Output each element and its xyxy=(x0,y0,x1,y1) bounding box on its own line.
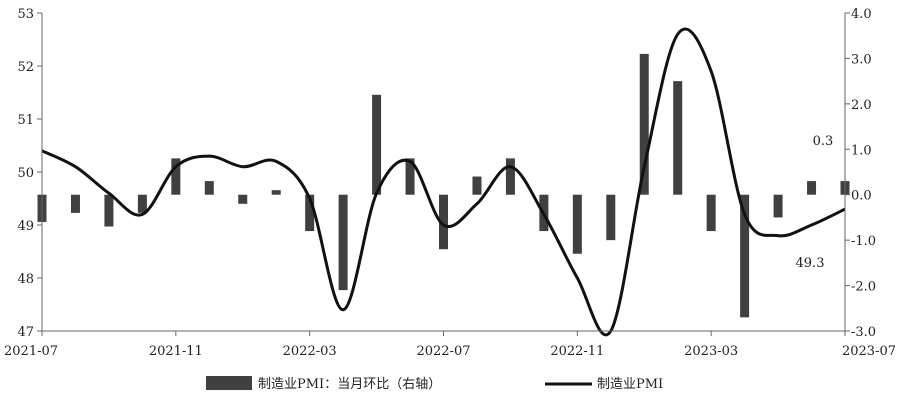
right-tick-label: 0.0 xyxy=(851,189,872,204)
left-tick-label: 49 xyxy=(17,219,34,234)
bar xyxy=(271,190,281,195)
bar xyxy=(572,194,582,254)
bar xyxy=(204,181,214,195)
right-tick-label: -1.0 xyxy=(851,234,876,249)
bar xyxy=(639,53,649,195)
x-tick-label: 2023-03 xyxy=(684,344,738,359)
bar xyxy=(338,194,348,291)
legend: 制造业PMI：当月环比（右轴） 制造业PMI xyxy=(206,376,663,392)
right-axis-ticks: -3.0 -2.0 -1.0 0.0 1.0 2.0 3.0 4.0 xyxy=(845,7,876,340)
pmi-line xyxy=(41,27,846,337)
x-tick-label: 2022-11 xyxy=(550,344,604,359)
right-tick-label: -2.0 xyxy=(851,280,876,295)
left-tick-label: 52 xyxy=(17,60,34,75)
x-tick-label: 2022-07 xyxy=(416,344,470,359)
bar xyxy=(405,158,415,195)
right-tick-label: 2.0 xyxy=(851,98,872,113)
bar xyxy=(70,194,80,213)
bar xyxy=(606,194,616,241)
x-tick-label: 2021-11 xyxy=(149,344,203,359)
left-tick-label: 50 xyxy=(17,166,34,181)
line-series xyxy=(41,27,846,337)
axes xyxy=(41,13,846,332)
bar xyxy=(740,194,750,318)
bar xyxy=(807,181,817,195)
left-tick-label: 53 xyxy=(17,7,34,22)
bar xyxy=(505,158,515,195)
annotations: 0.3 49.3 xyxy=(796,134,834,271)
x-axis-ticks: 2021-07 2021-11 2022-03 2022-07 2022-11 2023-… xyxy=(4,331,896,359)
x-tick-label: 2022-03 xyxy=(283,344,337,359)
right-tick-label: 3.0 xyxy=(851,52,872,67)
bar xyxy=(472,176,482,195)
bar xyxy=(171,158,181,195)
x-tick-label: 2021-07 xyxy=(4,344,58,359)
bar xyxy=(104,194,114,227)
line-annotation: 49.3 xyxy=(796,256,825,271)
left-axis-ticks: 47 48 49 50 51 52 53 xyxy=(17,7,42,340)
right-tick-label: 4.0 xyxy=(851,7,872,22)
bar-series xyxy=(37,53,850,318)
legend-bar-label: 制造业PMI：当月环比（右轴） xyxy=(258,377,441,392)
x-tick-label: 2023-07 xyxy=(842,344,896,359)
bar xyxy=(706,194,716,232)
right-tick-label: -3.0 xyxy=(851,325,876,340)
bar xyxy=(305,194,315,232)
left-tick-label: 47 xyxy=(17,325,34,340)
bar xyxy=(773,194,783,218)
right-tick-label: 1.0 xyxy=(851,143,872,158)
legend-line-label: 制造业PMI xyxy=(597,377,663,392)
bar xyxy=(137,194,147,213)
bar xyxy=(372,94,382,195)
bar xyxy=(439,194,448,250)
legend-bar-swatch xyxy=(206,376,252,390)
left-tick-label: 48 xyxy=(17,272,34,287)
left-tick-label: 51 xyxy=(17,113,34,128)
bar-annotation: 0.3 xyxy=(813,134,834,149)
bar xyxy=(238,194,248,204)
bar xyxy=(673,81,683,195)
